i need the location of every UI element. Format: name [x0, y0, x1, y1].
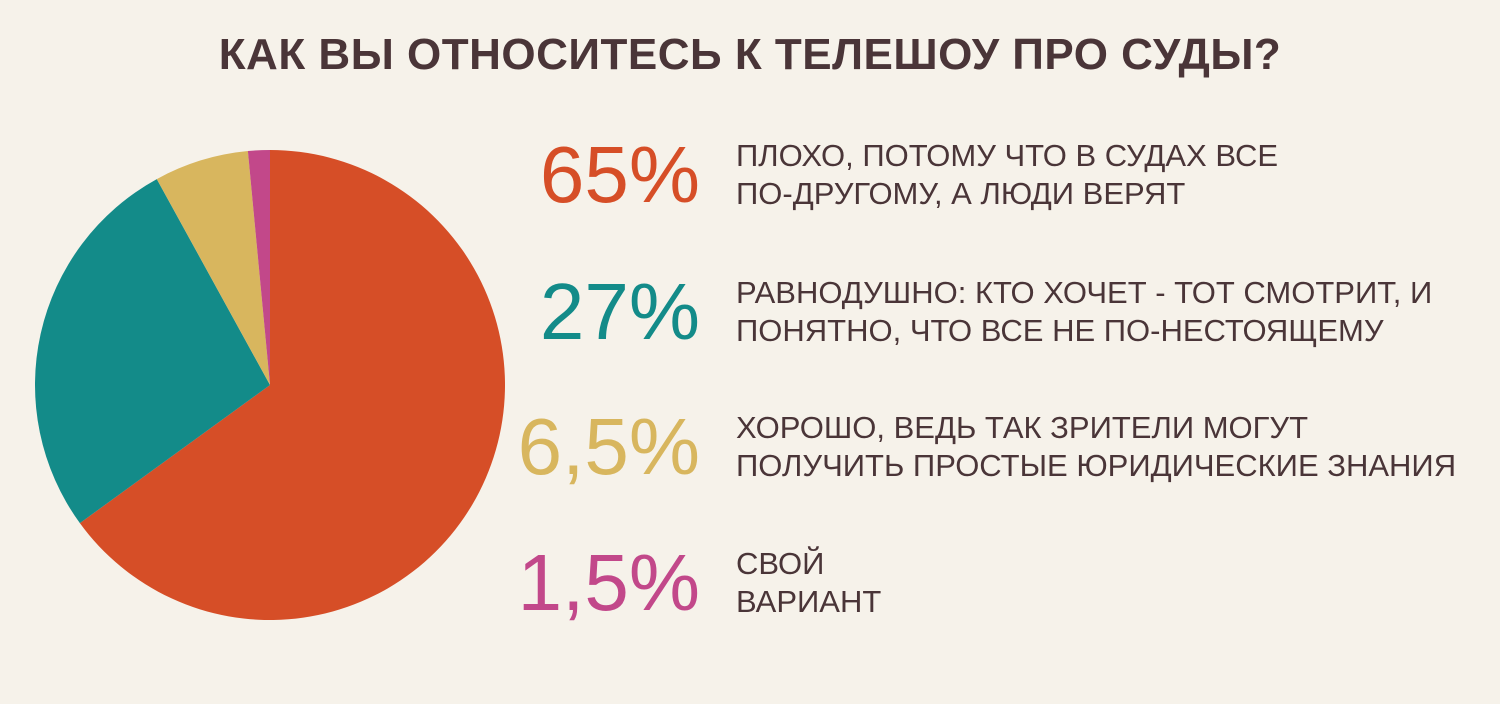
legend-label-2: РАВНОДУШНО: КТО ХОЧЕТ - ТОТ СМОТРИТ, И П… [736, 274, 1496, 350]
legend-label-4-line-2: ВАРИАНТ [736, 584, 882, 619]
legend-label-1: ПЛОХО, ПОТОМУ ЧТО В СУДАХ ВСЕ ПО-ДРУГОМУ… [736, 137, 1496, 213]
legend-percent-3: 6,5% [517, 402, 700, 491]
legend-label-4-line-1: СВОЙ [736, 546, 825, 581]
pie-slice-1 [79, 150, 505, 620]
legend-percent-1: 65% [539, 130, 700, 219]
legend-item-2: 27% РАВНОДУШНО: КТО ХОЧЕТ - ТОТ СМОТРИТ,… [510, 272, 1490, 372]
legend-label-4: СВОЙ ВАРИАНТ [736, 545, 1496, 621]
legend-label-1-line-1: ПЛОХО, ПОТОМУ ЧТО В СУДАХ ВСЕ [736, 138, 1279, 173]
legend-label-2-line-2: ПОНЯТНО, ЧТО ВСЕ НЕ ПО-НЕСТОЯЩЕМУ [736, 313, 1384, 348]
pie-slice-2 [35, 179, 270, 524]
legend-label-2-line-1: РАВНОДУШНО: КТО ХОЧЕТ - ТОТ СМОТРИТ, И [736, 275, 1433, 310]
pie-chart [35, 150, 505, 620]
legend-item-3: 6,5% ХОРОШО, ВЕДЬ ТАК ЗРИТЕЛИ МОГУТ ПОЛУ… [510, 407, 1490, 507]
legend-label-3-line-1: ХОРОШО, ВЕДЬ ТАК ЗРИТЕЛИ МОГУТ [736, 410, 1309, 445]
pie-slice-4 [247, 150, 270, 385]
pie-slice-3 [156, 151, 270, 385]
legend-item-1: 65% ПЛОХО, ПОТОМУ ЧТО В СУДАХ ВСЕ ПО-ДРУ… [510, 135, 1490, 235]
legend-label-3: ХОРОШО, ВЕДЬ ТАК ЗРИТЕЛИ МОГУТ ПОЛУЧИТЬ … [736, 409, 1496, 485]
chart-title: КАК ВЫ ОТНОСИТЕСЬ К ТЕЛЕШОУ ПРО СУДЫ? [218, 30, 1282, 79]
legend-item-4: 1,5% СВОЙ ВАРИАНТ [510, 543, 1490, 643]
legend-percent-2: 27% [539, 267, 700, 356]
legend-percent-4: 1,5% [517, 538, 700, 627]
legend-label-1-line-2: ПО-ДРУГОМУ, А ЛЮДИ ВЕРЯТ [736, 176, 1186, 211]
legend-label-3-line-2: ПОЛУЧИТЬ ПРОСТЫЕ ЮРИДИЧЕСКИЕ ЗНАНИЯ [736, 448, 1457, 483]
